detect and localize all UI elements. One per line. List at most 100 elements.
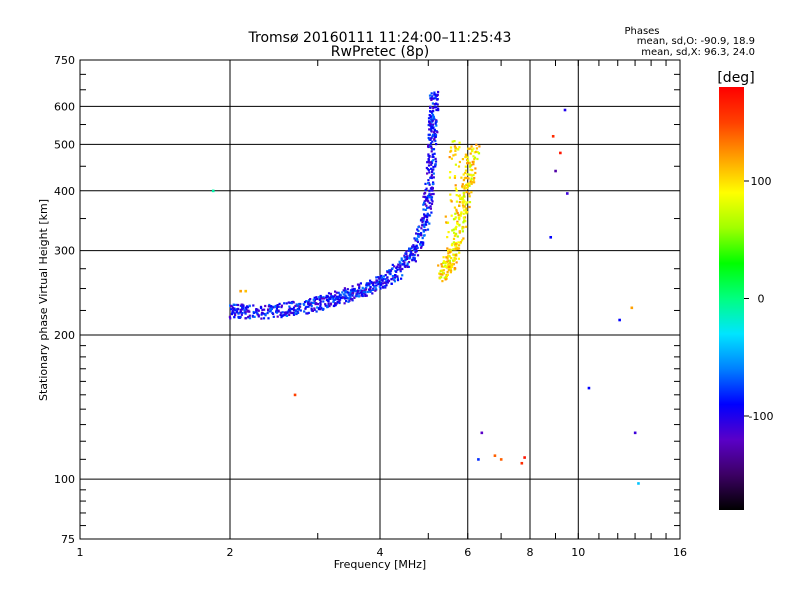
trace-point bbox=[413, 248, 416, 251]
trace-point bbox=[327, 299, 330, 302]
trace-point bbox=[446, 247, 449, 250]
trace-point bbox=[292, 313, 296, 316]
trace-point bbox=[460, 211, 463, 214]
trace-point bbox=[448, 255, 451, 258]
trace-point bbox=[448, 265, 451, 268]
trace-point bbox=[419, 243, 422, 246]
trace-point bbox=[428, 222, 431, 225]
trace-point bbox=[462, 195, 465, 198]
trace-point bbox=[364, 290, 367, 294]
trace-point bbox=[468, 201, 472, 204]
y-tick-label: 100 bbox=[54, 473, 75, 486]
trace-point bbox=[461, 185, 464, 188]
trace-point bbox=[406, 262, 409, 265]
trace-point bbox=[372, 288, 375, 291]
trace-point bbox=[234, 313, 237, 317]
trace-point bbox=[294, 304, 297, 308]
trace-point bbox=[411, 245, 414, 248]
trace-point bbox=[391, 263, 394, 266]
trace-point bbox=[437, 90, 440, 94]
trace-point bbox=[464, 186, 467, 189]
trace-point bbox=[283, 313, 286, 316]
trace-point bbox=[422, 203, 425, 206]
trace-point bbox=[251, 314, 254, 317]
trace-point bbox=[307, 305, 310, 308]
trace-point bbox=[429, 161, 432, 164]
trace-point bbox=[336, 300, 339, 304]
trace-point bbox=[430, 130, 433, 133]
colorbar-tick-label: 100 bbox=[751, 175, 772, 188]
trace-point bbox=[261, 312, 264, 315]
trace-point bbox=[322, 297, 325, 300]
trace-point bbox=[462, 216, 465, 219]
trace-point bbox=[384, 278, 387, 281]
trace-point bbox=[310, 307, 313, 310]
trace-point bbox=[237, 315, 240, 318]
trace-point bbox=[246, 305, 249, 308]
trace-point bbox=[465, 212, 468, 215]
trace-point bbox=[398, 260, 401, 263]
trace-point bbox=[231, 309, 234, 312]
trace-point bbox=[334, 298, 337, 301]
trace-point bbox=[449, 248, 452, 251]
trace-point bbox=[416, 238, 419, 242]
trace-point bbox=[286, 311, 289, 314]
trace-point bbox=[465, 191, 468, 194]
trace-point bbox=[458, 141, 461, 144]
trace-point bbox=[420, 232, 423, 235]
trace-point bbox=[431, 153, 434, 156]
trace-point bbox=[316, 297, 319, 300]
trace-point bbox=[423, 192, 426, 195]
trace-point bbox=[339, 298, 342, 301]
trace-point bbox=[424, 195, 427, 198]
trace-point bbox=[333, 302, 337, 305]
trace-point bbox=[361, 286, 364, 289]
trace-point bbox=[295, 303, 298, 306]
trace-point bbox=[385, 284, 388, 287]
trace-point bbox=[328, 305, 331, 308]
trace-point bbox=[232, 307, 235, 310]
trace-point bbox=[404, 265, 407, 268]
trace-point bbox=[445, 256, 448, 259]
trace-point bbox=[231, 311, 234, 314]
trace-point bbox=[366, 290, 369, 294]
trace-point bbox=[406, 264, 409, 267]
trace-point bbox=[396, 265, 399, 268]
trace-point bbox=[431, 171, 434, 174]
trace-point bbox=[474, 167, 477, 170]
trace-point bbox=[407, 249, 410, 252]
trace-point bbox=[432, 159, 435, 162]
trace-point bbox=[432, 176, 435, 179]
trace-point bbox=[290, 311, 293, 315]
trace-point bbox=[469, 180, 472, 183]
trace-point bbox=[283, 302, 286, 305]
trace-point bbox=[335, 302, 338, 305]
trace-point bbox=[434, 122, 437, 125]
trace-point bbox=[319, 303, 322, 306]
trace-point bbox=[454, 153, 457, 156]
trace-point bbox=[239, 316, 242, 319]
trace-point bbox=[296, 308, 299, 311]
trace-point bbox=[233, 307, 236, 310]
trace-point bbox=[353, 296, 356, 299]
trace-point bbox=[452, 154, 455, 157]
trace-point bbox=[256, 308, 259, 311]
trace-point bbox=[473, 151, 476, 154]
trace-point bbox=[454, 243, 457, 246]
trace-point bbox=[454, 254, 457, 257]
trace-point bbox=[434, 97, 437, 100]
trace-point bbox=[426, 206, 429, 210]
trace-point bbox=[430, 118, 433, 121]
trace-point bbox=[292, 301, 295, 304]
trace-point bbox=[428, 189, 431, 192]
trace-point bbox=[475, 143, 478, 146]
trace-point bbox=[384, 274, 387, 277]
trace-point bbox=[230, 313, 233, 316]
trace-point bbox=[462, 179, 465, 182]
trace-point bbox=[428, 171, 431, 174]
trace-point bbox=[280, 314, 283, 317]
trace-point bbox=[458, 216, 461, 220]
trace-point bbox=[243, 309, 246, 312]
isolated-point bbox=[618, 318, 621, 322]
